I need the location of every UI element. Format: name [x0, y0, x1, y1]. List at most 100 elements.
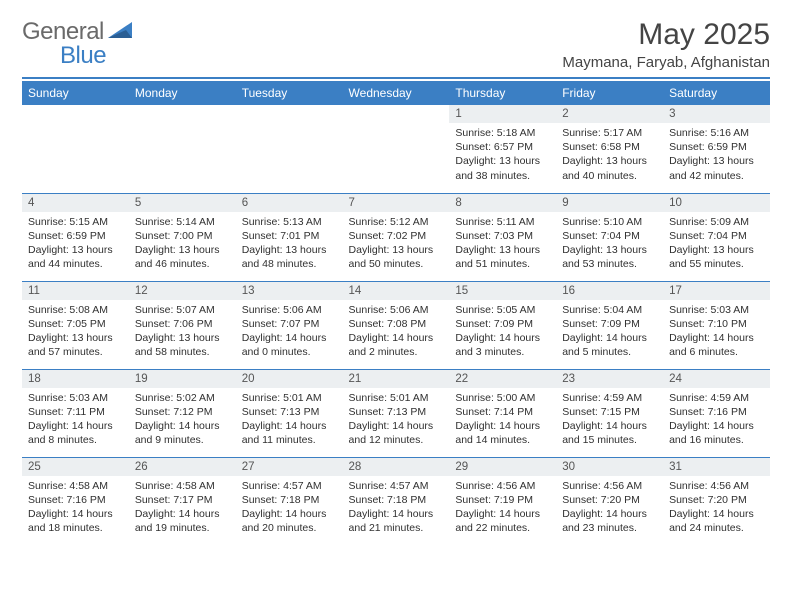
sunset-text: Sunset: 7:14 PM — [455, 405, 550, 419]
calendar-day-cell: 20Sunrise: 5:01 AMSunset: 7:13 PMDayligh… — [236, 369, 343, 457]
day-number: 7 — [343, 194, 450, 212]
daylight-text-1: Daylight: 14 hours — [562, 331, 657, 345]
calendar-day-cell: 7Sunrise: 5:12 AMSunset: 7:02 PMDaylight… — [343, 193, 450, 281]
calendar-week-row: 4Sunrise: 5:15 AMSunset: 6:59 PMDaylight… — [22, 193, 770, 281]
sunset-text: Sunset: 7:07 PM — [242, 317, 337, 331]
calendar-day-cell: 31Sunrise: 4:56 AMSunset: 7:20 PMDayligh… — [663, 457, 770, 545]
sunset-text: Sunset: 7:15 PM — [562, 405, 657, 419]
day-number: 24 — [663, 370, 770, 388]
day-number: 3 — [663, 105, 770, 123]
day-number: 10 — [663, 194, 770, 212]
sunset-text: Sunset: 7:04 PM — [669, 229, 764, 243]
day-details: Sunrise: 4:56 AMSunset: 7:19 PMDaylight:… — [449, 476, 556, 540]
daylight-text-1: Daylight: 14 hours — [349, 331, 444, 345]
day-details: Sunrise: 4:56 AMSunset: 7:20 PMDaylight:… — [556, 476, 663, 540]
day-details: Sunrise: 5:01 AMSunset: 7:13 PMDaylight:… — [236, 388, 343, 452]
daylight-text-2: and 57 minutes. — [28, 345, 123, 359]
sunrise-text: Sunrise: 4:59 AM — [669, 391, 764, 405]
sunset-text: Sunset: 7:18 PM — [242, 493, 337, 507]
calendar-day-cell: 30Sunrise: 4:56 AMSunset: 7:20 PMDayligh… — [556, 457, 663, 545]
brand-logo: General Blue — [22, 18, 136, 46]
daylight-text-1: Daylight: 13 hours — [562, 243, 657, 257]
day-number: 9 — [556, 194, 663, 212]
sunset-text: Sunset: 7:02 PM — [349, 229, 444, 243]
day-header: Monday — [129, 81, 236, 105]
sunrise-text: Sunrise: 5:17 AM — [562, 126, 657, 140]
calendar-day-cell: 16Sunrise: 5:04 AMSunset: 7:09 PMDayligh… — [556, 281, 663, 369]
day-details: Sunrise: 5:03 AMSunset: 7:10 PMDaylight:… — [663, 300, 770, 364]
day-header: Sunday — [22, 81, 129, 105]
calendar-week-row: 11Sunrise: 5:08 AMSunset: 7:05 PMDayligh… — [22, 281, 770, 369]
day-number: 23 — [556, 370, 663, 388]
daylight-text-2: and 48 minutes. — [242, 257, 337, 271]
daylight-text-1: Daylight: 14 hours — [135, 419, 230, 433]
daylight-text-1: Daylight: 13 hours — [242, 243, 337, 257]
day-number: 26 — [129, 458, 236, 476]
calendar-table: SundayMondayTuesdayWednesdayThursdayFrid… — [22, 81, 770, 545]
daylight-text-1: Daylight: 14 hours — [242, 331, 337, 345]
calendar-day-cell — [236, 105, 343, 193]
sunset-text: Sunset: 6:59 PM — [28, 229, 123, 243]
daylight-text-1: Daylight: 14 hours — [242, 419, 337, 433]
sunset-text: Sunset: 7:03 PM — [455, 229, 550, 243]
day-details: Sunrise: 5:01 AMSunset: 7:13 PMDaylight:… — [343, 388, 450, 452]
brand-sail-icon — [108, 20, 134, 45]
calendar-day-cell: 3Sunrise: 5:16 AMSunset: 6:59 PMDaylight… — [663, 105, 770, 193]
day-details: Sunrise: 5:06 AMSunset: 7:07 PMDaylight:… — [236, 300, 343, 364]
sunset-text: Sunset: 7:05 PM — [28, 317, 123, 331]
calendar-day-cell: 1Sunrise: 5:18 AMSunset: 6:57 PMDaylight… — [449, 105, 556, 193]
daylight-text-1: Daylight: 14 hours — [455, 331, 550, 345]
day-details: Sunrise: 5:04 AMSunset: 7:09 PMDaylight:… — [556, 300, 663, 364]
calendar-day-cell: 21Sunrise: 5:01 AMSunset: 7:13 PMDayligh… — [343, 369, 450, 457]
daylight-text-1: Daylight: 13 hours — [28, 331, 123, 345]
day-number: 25 — [22, 458, 129, 476]
sunrise-text: Sunrise: 4:57 AM — [349, 479, 444, 493]
day-details: Sunrise: 5:09 AMSunset: 7:04 PMDaylight:… — [663, 212, 770, 276]
daylight-text-2: and 46 minutes. — [135, 257, 230, 271]
day-details: Sunrise: 5:05 AMSunset: 7:09 PMDaylight:… — [449, 300, 556, 364]
daylight-text-2: and 42 minutes. — [669, 169, 764, 183]
sunrise-text: Sunrise: 5:07 AM — [135, 303, 230, 317]
sunset-text: Sunset: 7:20 PM — [562, 493, 657, 507]
calendar-day-cell — [22, 105, 129, 193]
sunrise-text: Sunrise: 5:13 AM — [242, 215, 337, 229]
sunrise-text: Sunrise: 4:56 AM — [562, 479, 657, 493]
day-header: Saturday — [663, 81, 770, 105]
sunrise-text: Sunrise: 5:05 AM — [455, 303, 550, 317]
daylight-text-1: Daylight: 13 hours — [135, 243, 230, 257]
daylight-text-2: and 19 minutes. — [135, 521, 230, 535]
daylight-text-2: and 15 minutes. — [562, 433, 657, 447]
day-details: Sunrise: 5:08 AMSunset: 7:05 PMDaylight:… — [22, 300, 129, 364]
daylight-text-2: and 0 minutes. — [242, 345, 337, 359]
sunset-text: Sunset: 7:11 PM — [28, 405, 123, 419]
calendar-day-cell: 10Sunrise: 5:09 AMSunset: 7:04 PMDayligh… — [663, 193, 770, 281]
day-header: Wednesday — [343, 81, 450, 105]
calendar-day-cell: 27Sunrise: 4:57 AMSunset: 7:18 PMDayligh… — [236, 457, 343, 545]
daylight-text-1: Daylight: 13 hours — [455, 154, 550, 168]
daylight-text-1: Daylight: 14 hours — [349, 419, 444, 433]
sunrise-text: Sunrise: 4:58 AM — [28, 479, 123, 493]
day-number: 13 — [236, 282, 343, 300]
calendar-day-cell: 11Sunrise: 5:08 AMSunset: 7:05 PMDayligh… — [22, 281, 129, 369]
sunset-text: Sunset: 7:00 PM — [135, 229, 230, 243]
day-details: Sunrise: 5:07 AMSunset: 7:06 PMDaylight:… — [129, 300, 236, 364]
daylight-text-1: Daylight: 14 hours — [349, 507, 444, 521]
sunset-text: Sunset: 7:13 PM — [349, 405, 444, 419]
day-header-row: SundayMondayTuesdayWednesdayThursdayFrid… — [22, 81, 770, 105]
daylight-text-1: Daylight: 13 hours — [455, 243, 550, 257]
calendar-day-cell: 13Sunrise: 5:06 AMSunset: 7:07 PMDayligh… — [236, 281, 343, 369]
sunset-text: Sunset: 7:18 PM — [349, 493, 444, 507]
daylight-text-2: and 2 minutes. — [349, 345, 444, 359]
sunset-text: Sunset: 6:59 PM — [669, 140, 764, 154]
sunset-text: Sunset: 7:08 PM — [349, 317, 444, 331]
sunset-text: Sunset: 7:16 PM — [669, 405, 764, 419]
sunset-text: Sunset: 6:57 PM — [455, 140, 550, 154]
daylight-text-1: Daylight: 13 hours — [669, 243, 764, 257]
sunrise-text: Sunrise: 5:02 AM — [135, 391, 230, 405]
sunset-text: Sunset: 7:19 PM — [455, 493, 550, 507]
daylight-text-1: Daylight: 14 hours — [669, 331, 764, 345]
sunset-text: Sunset: 7:09 PM — [562, 317, 657, 331]
sunset-text: Sunset: 7:04 PM — [562, 229, 657, 243]
calendar-day-cell: 6Sunrise: 5:13 AMSunset: 7:01 PMDaylight… — [236, 193, 343, 281]
day-details: Sunrise: 4:58 AMSunset: 7:17 PMDaylight:… — [129, 476, 236, 540]
